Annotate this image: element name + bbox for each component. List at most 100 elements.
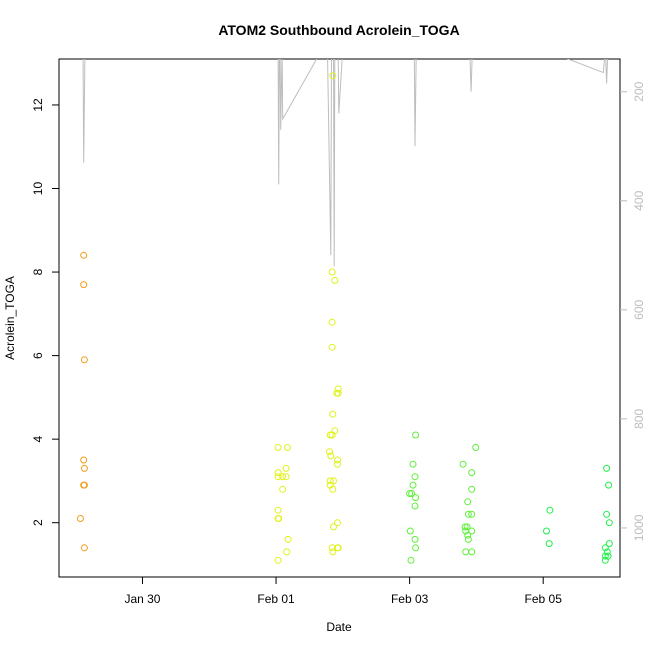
y-tick-label: 12: [31, 98, 45, 112]
data-point: [603, 548, 611, 556]
data-point: [464, 498, 472, 506]
data-point: [546, 506, 554, 514]
data-point: [463, 523, 471, 531]
data-point: [545, 540, 553, 548]
data-point: [334, 460, 341, 468]
data-point: [412, 544, 420, 552]
data-point: [468, 527, 476, 535]
data-point: [327, 452, 335, 460]
right-tick-label: 800: [632, 409, 646, 429]
data-point: [334, 456, 341, 464]
data-point: [408, 490, 416, 497]
data-point: [274, 444, 282, 451]
data-point: [274, 469, 282, 477]
chart-title: ATOM2 Southbound Acrolein_TOGA: [218, 22, 459, 38]
y-tick-label: 8: [31, 268, 45, 275]
data-point: [80, 356, 88, 364]
data-point: [605, 519, 613, 527]
data-point: [80, 281, 88, 289]
data-point: [543, 527, 550, 535]
data-point: [412, 431, 420, 439]
data-point: [282, 473, 290, 481]
y-axis: 2 4 6 8 10 12: [31, 98, 59, 526]
plot-frame: [58, 58, 621, 578]
right-tick-label: 600: [632, 299, 646, 319]
x-axis-label: Date: [326, 620, 352, 634]
data-point: [80, 456, 88, 464]
x-tick-label: Feb 03: [391, 592, 429, 606]
data-point: [464, 535, 472, 543]
data-point: [274, 473, 282, 481]
data-point: [406, 527, 414, 535]
data-point: [601, 544, 609, 552]
data-point: [334, 519, 341, 527]
data-point: [326, 431, 334, 439]
data-point: [275, 515, 283, 522]
data-point: [459, 460, 467, 468]
data-point: [468, 548, 476, 556]
data-point: [330, 523, 337, 531]
data-point: [468, 510, 476, 518]
data-point: [407, 556, 415, 564]
x-axis: Jan 30 Feb 01 Feb 03 Feb 05: [124, 577, 562, 606]
data-point: [468, 469, 476, 477]
data-point: [76, 515, 84, 522]
x-tick-label: Feb 01: [257, 592, 295, 606]
y-axis-label: Acrolein_TOGA: [3, 276, 17, 360]
data-point: [328, 318, 336, 326]
data-point: [329, 548, 337, 556]
data-point: [279, 485, 287, 493]
data-points: [76, 72, 613, 564]
data-point: [603, 510, 611, 518]
data-point: [411, 473, 419, 481]
data-point: [284, 535, 292, 543]
data-point: [605, 481, 613, 489]
data-point: [80, 544, 88, 552]
data-point: [412, 494, 420, 502]
data-point: [326, 477, 334, 485]
data-point: [328, 268, 336, 276]
data-point: [328, 431, 336, 439]
data-point: [603, 464, 611, 472]
right-axis: 200 400 600 800 1000: [620, 81, 646, 541]
data-point: [334, 389, 342, 397]
data-point: [334, 544, 342, 552]
data-point: [334, 385, 342, 393]
data-point: [80, 251, 88, 259]
data-point: [329, 485, 337, 493]
data-point: [464, 510, 472, 518]
right-tick-label: 200: [632, 81, 646, 101]
data-point: [601, 556, 609, 564]
data-point: [330, 477, 337, 485]
y-tick-label: 6: [31, 352, 45, 359]
data-point: [331, 276, 339, 284]
data-point: [468, 485, 476, 493]
data-point: [472, 444, 480, 451]
data-point: [80, 464, 88, 472]
y-tick-label: 4: [31, 435, 45, 442]
data-point: [411, 502, 419, 510]
data-point: [329, 410, 337, 418]
data-point: [461, 523, 469, 531]
data-point: [464, 531, 472, 539]
data-point: [605, 540, 613, 548]
data-point: [328, 343, 336, 351]
right-axis-line: [82, 59, 609, 267]
y-tick-label: 2: [31, 519, 45, 526]
data-point: [282, 464, 290, 472]
data-point: [411, 535, 419, 543]
x-tick-label: Feb 05: [525, 592, 563, 606]
data-point: [274, 506, 282, 514]
data-point: [406, 490, 414, 497]
data-point: [601, 552, 609, 560]
data-point: [283, 548, 291, 556]
data-point: [283, 444, 291, 451]
right-axis-series: [82, 59, 609, 267]
data-point: [326, 448, 333, 456]
data-point: [274, 556, 282, 564]
x-tick-label: Jan 30: [124, 592, 160, 606]
data-point: [80, 481, 88, 489]
right-tick-label: 400: [632, 190, 646, 210]
y-tick-label: 10: [31, 182, 45, 196]
